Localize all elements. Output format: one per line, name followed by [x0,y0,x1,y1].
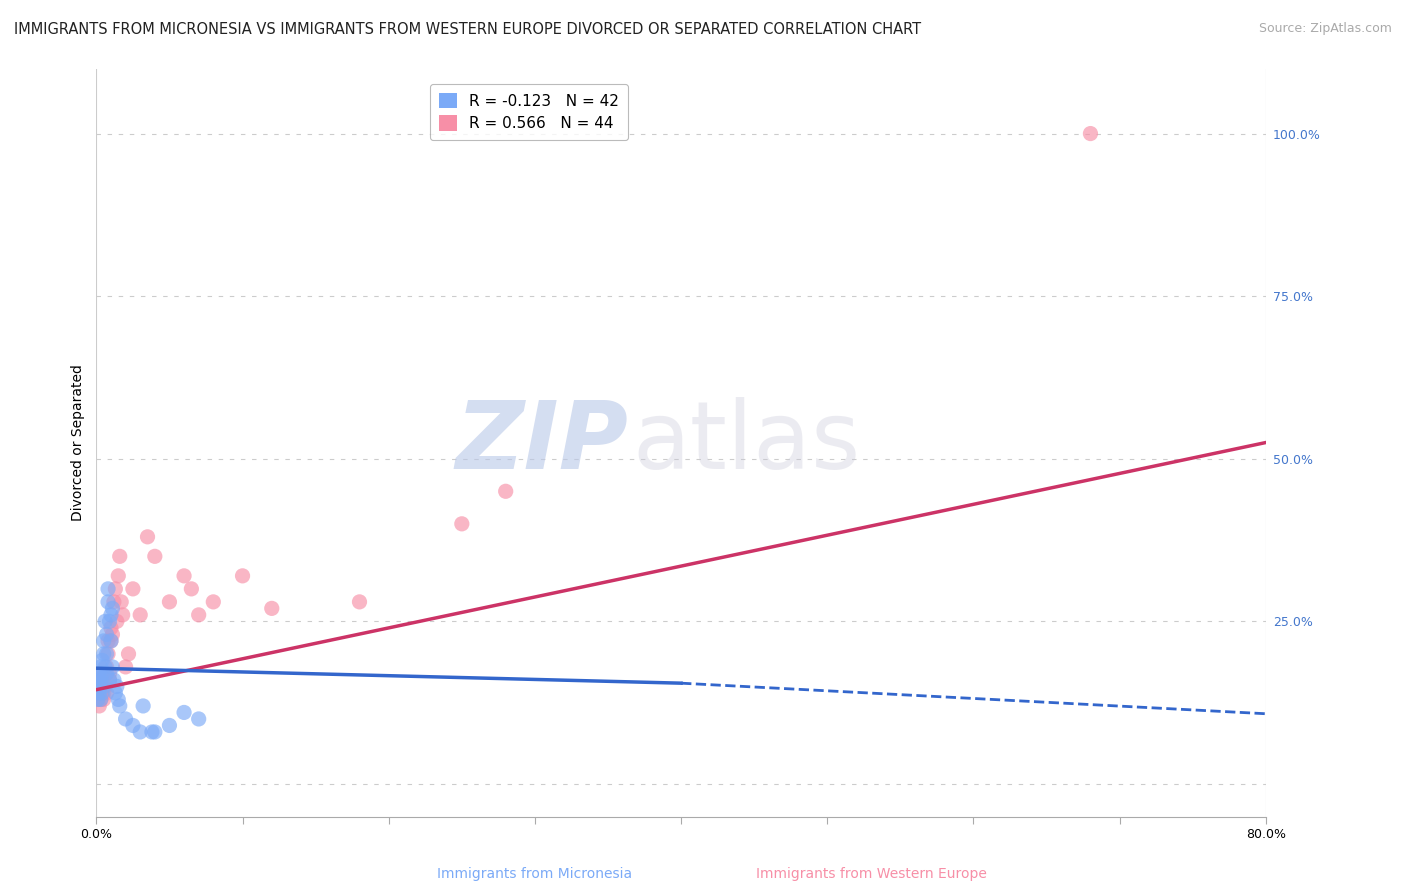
Point [90,692,112,706]
Point [93,680,115,694]
Point [87,692,110,706]
Point [96,647,118,661]
Text: Immigrants from Micronesia: Immigrants from Micronesia [437,867,631,881]
Point [495,484,517,499]
Point [173,706,195,720]
Point [90,673,112,687]
Point [100,633,122,648]
Point [98,673,121,687]
Point [129,607,152,622]
Text: Source: ZipAtlas.com: Source: ZipAtlas.com [1258,22,1392,36]
Point [349,595,371,609]
Point [107,569,129,583]
Point [136,530,159,544]
Point [97,633,120,648]
Point [96,686,118,700]
Point [122,718,145,732]
Point [89,686,111,700]
Point [94,660,117,674]
Point [114,712,136,726]
Point [94,666,117,681]
Text: Immigrants from Western Europe: Immigrants from Western Europe [756,867,987,881]
Point [108,698,131,713]
Point [110,595,132,609]
Point [89,673,111,687]
Text: ZIP: ZIP [456,397,628,489]
Point [100,633,122,648]
Point [93,633,115,648]
Point [180,582,202,596]
Point [97,582,120,596]
Point [90,686,112,700]
Point [89,666,111,681]
Point [173,569,195,583]
Point [122,582,145,596]
Point [91,666,114,681]
Point [87,692,110,706]
Text: IMMIGRANTS FROM MICRONESIA VS IMMIGRANTS FROM WESTERN EUROPE DIVORCED OR SEPARAT: IMMIGRANTS FROM MICRONESIA VS IMMIGRANTS… [14,22,921,37]
Point [97,595,120,609]
Point [90,660,112,674]
Point [98,673,121,687]
Point [87,680,110,694]
Point [159,718,181,732]
Point [97,647,120,661]
Point [159,595,181,609]
Point [96,660,118,674]
Point [96,627,118,641]
Text: atlas: atlas [631,397,860,489]
Point [94,615,117,629]
Point [91,680,114,694]
Point [96,666,118,681]
Point [114,660,136,674]
Point [100,621,122,635]
Point [143,549,166,564]
Point [141,725,163,739]
Point [117,647,139,661]
Point [100,607,122,622]
Point [132,698,155,713]
Point [260,601,283,615]
Point [104,582,127,596]
Point [103,673,125,687]
Point [93,647,115,661]
Point [105,615,128,629]
Point [93,692,115,706]
Point [93,686,115,700]
Point [98,666,121,681]
Point [98,615,121,629]
Point [91,686,114,700]
Point [187,712,209,726]
Point [187,607,209,622]
Legend: R = -0.123   N = 42, R = 0.566   N = 44: R = -0.123 N = 42, R = 0.566 N = 44 [430,84,628,140]
Point [232,569,254,583]
Point [129,725,152,739]
Point [90,680,112,694]
Point [108,549,131,564]
Point [107,692,129,706]
Point [105,680,128,694]
Point [89,698,111,713]
Point [101,601,124,615]
Y-axis label: Divorced or Separated: Divorced or Separated [72,364,86,521]
Point [1080,127,1102,141]
Point [89,673,111,687]
Point [104,686,127,700]
Point [143,725,166,739]
Point [111,607,134,622]
Point [103,595,125,609]
Point [90,692,112,706]
Point [94,680,117,694]
Point [101,627,124,641]
Point [101,660,124,674]
Point [450,516,472,531]
Point [91,653,114,667]
Point [202,595,225,609]
Point [91,666,114,681]
